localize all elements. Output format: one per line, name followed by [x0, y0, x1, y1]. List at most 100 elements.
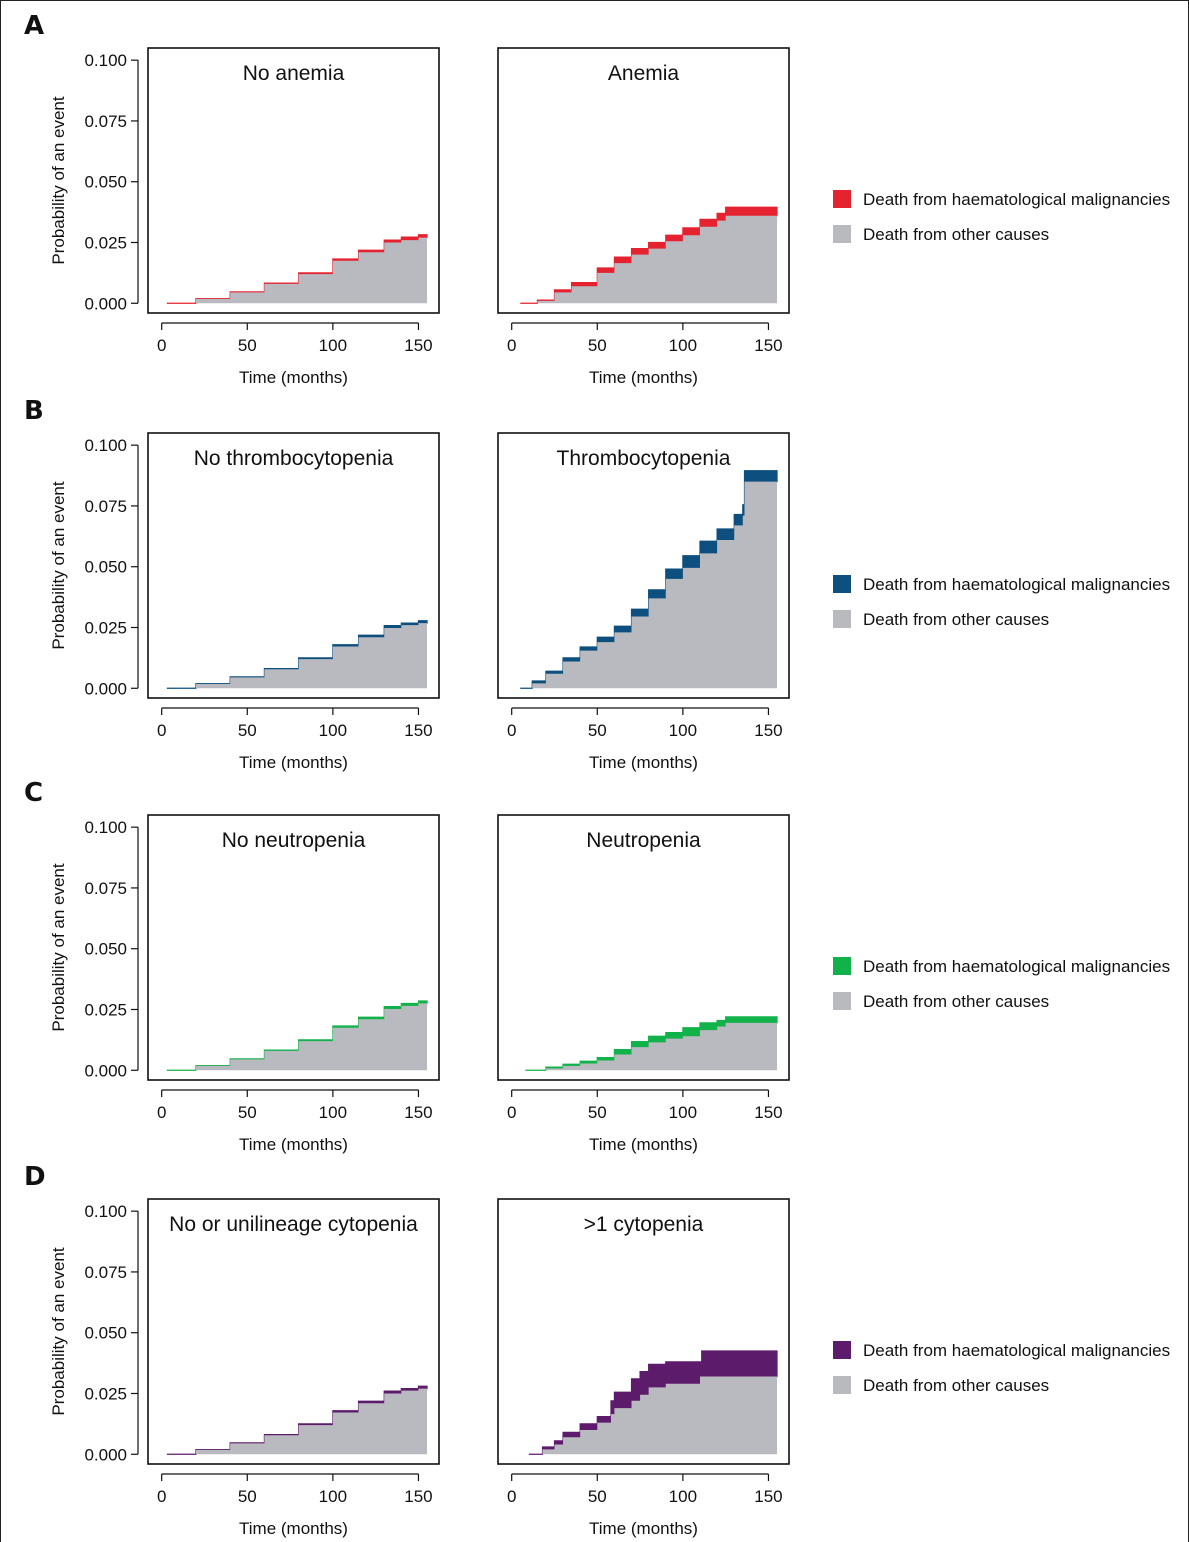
other-causes-area: [525, 1022, 778, 1071]
y-tick-label: 0.050: [84, 940, 127, 959]
panel-d-2: >1 cytopenia 0 50 100 150 Time (months): [497, 1198, 790, 1538]
legend: Death from haematological malignancies De…: [833, 575, 1170, 629]
legend: Death from haematological malignancies De…: [833, 957, 1170, 1011]
panel-title: No anemia: [243, 62, 345, 85]
panel-frame: [147, 47, 440, 314]
x-tick-label: 150: [404, 1103, 432, 1122]
panel-b-1: No thrombocytopenia 0 50 100 150 Time (months…: [84, 432, 440, 772]
y-tick-label: 0.100: [84, 818, 127, 837]
y-tick-label: 0.050: [84, 1324, 127, 1343]
x-tick-label: 100: [669, 1487, 697, 1506]
legend-label-other: Death from other causes: [863, 610, 1049, 629]
legend-swatch-other: [833, 225, 851, 243]
other-causes-area: [520, 481, 778, 689]
legend-label-other: Death from other causes: [863, 992, 1049, 1011]
panel-frame: [497, 814, 790, 1081]
legend-label-haem: Death from haematological malignancies: [863, 575, 1170, 594]
legend-swatch-haem: [833, 190, 851, 208]
panel-a-1: No anemia 0 50 100 150 Time (months) 0.000 0.02…: [84, 47, 440, 387]
x-tick-label: 0: [157, 336, 166, 355]
panel-title: >1 cytopenia: [584, 1213, 704, 1236]
y-tick-label: 0.075: [84, 112, 127, 131]
x-tick-label: 150: [754, 1103, 782, 1122]
x-axis-label: Time (months): [239, 368, 348, 387]
panel-title: Neutropenia: [586, 829, 701, 852]
panel-letter: A: [24, 11, 44, 41]
legend-swatch-haem: [833, 1341, 851, 1359]
x-axis-label: Time (months): [589, 1519, 698, 1538]
x-tick-label: 0: [507, 336, 516, 355]
panel-frame: [147, 432, 440, 699]
panel-title: Anemia: [608, 62, 680, 85]
y-tick-label: 0.100: [84, 436, 127, 455]
panel-letter: B: [24, 396, 44, 426]
x-tick-label: 0: [157, 1487, 166, 1506]
y-tick-label: 0.100: [84, 1202, 127, 1221]
legend-swatch-haem: [833, 957, 851, 975]
y-tick-label: 0.100: [84, 51, 127, 70]
x-tick-label: 50: [588, 1103, 607, 1122]
y-tick-label: 0.050: [84, 173, 127, 192]
x-tick-label: 100: [319, 721, 347, 740]
legend-label-other: Death from other causes: [863, 1376, 1049, 1395]
legend-label-haem: Death from haematological malignancies: [863, 190, 1170, 209]
y-tick-label: 0.025: [84, 618, 127, 637]
legend-swatch-other: [833, 992, 851, 1010]
x-tick-label: 0: [507, 1487, 516, 1506]
legend-label-other: Death from other causes: [863, 225, 1049, 244]
x-tick-label: 0: [157, 1103, 166, 1122]
x-tick-label: 0: [507, 1103, 516, 1122]
y-tick-label: 0.025: [84, 233, 127, 252]
chart-row-c: C Probability of an event No neutropenia 0 5…: [24, 778, 1170, 1154]
other-causes-area: [528, 1376, 778, 1455]
x-tick-label: 150: [754, 1487, 782, 1506]
panel-a-2: Anemia 0 50 100 150 Time (months): [497, 47, 790, 387]
x-tick-label: 100: [319, 336, 347, 355]
y-tick-label: 0.075: [84, 879, 127, 898]
panel-title: No neutropenia: [222, 829, 366, 852]
chart-row-d: D Probability of an event No or unilineage…: [24, 1162, 1170, 1538]
y-axis-label: Probability of an event: [49, 1247, 68, 1415]
x-tick-label: 50: [238, 336, 257, 355]
x-tick-label: 50: [238, 721, 257, 740]
other-causes-area: [166, 623, 428, 689]
x-tick-label: 150: [404, 721, 432, 740]
x-axis-label: Time (months): [589, 753, 698, 772]
chart-row-b: B Probability of an event No thrombocytope…: [24, 396, 1170, 772]
y-axis-label: Probability of an event: [49, 96, 68, 264]
x-tick-label: 0: [507, 721, 516, 740]
y-tick-label: 0.075: [84, 497, 127, 516]
x-tick-label: 50: [238, 1487, 257, 1506]
x-axis-label: Time (months): [239, 1519, 348, 1538]
panel-b-2: Thrombocytopenia 0 50 100 150 Time (months): [497, 432, 790, 772]
chart-row-a: A Probability of an event No anemia 0 50 100 1…: [24, 11, 1170, 387]
panel-letter: C: [24, 778, 43, 808]
x-tick-label: 0: [157, 721, 166, 740]
panel-c-2: Neutropenia 0 50 100 150 Time (months): [497, 814, 790, 1154]
panel-frame: [497, 1198, 790, 1465]
x-tick-label: 50: [588, 721, 607, 740]
x-axis-label: Time (months): [239, 1135, 348, 1154]
x-tick-label: 150: [404, 336, 432, 355]
x-axis-label: Time (months): [589, 368, 698, 387]
x-tick-label: 50: [238, 1103, 257, 1122]
other-causes-area: [166, 1003, 428, 1071]
x-axis-label: Time (months): [239, 753, 348, 772]
y-tick-label: 0.000: [84, 679, 127, 698]
panel-title: No thrombocytopenia: [194, 447, 394, 470]
legend-label-haem: Death from haematological malignancies: [863, 1341, 1170, 1360]
panel-c-1: No neutropenia 0 50 100 150 Time (months) 0.00…: [84, 814, 440, 1154]
y-tick-label: 0.075: [84, 1263, 127, 1282]
other-causes-area: [520, 215, 778, 304]
panel-frame: [497, 432, 790, 699]
x-tick-label: 100: [319, 1103, 347, 1122]
x-tick-label: 150: [754, 336, 782, 355]
panel-title: No or unilineage cytopenia: [169, 1213, 418, 1236]
other-causes-area: [166, 237, 428, 304]
y-tick-label: 0.050: [84, 558, 127, 577]
y-axis-label: Probability of an event: [49, 481, 68, 649]
x-tick-label: 100: [669, 721, 697, 740]
y-tick-label: 0.000: [84, 1445, 127, 1464]
panel-title: Thrombocytopenia: [557, 447, 731, 470]
